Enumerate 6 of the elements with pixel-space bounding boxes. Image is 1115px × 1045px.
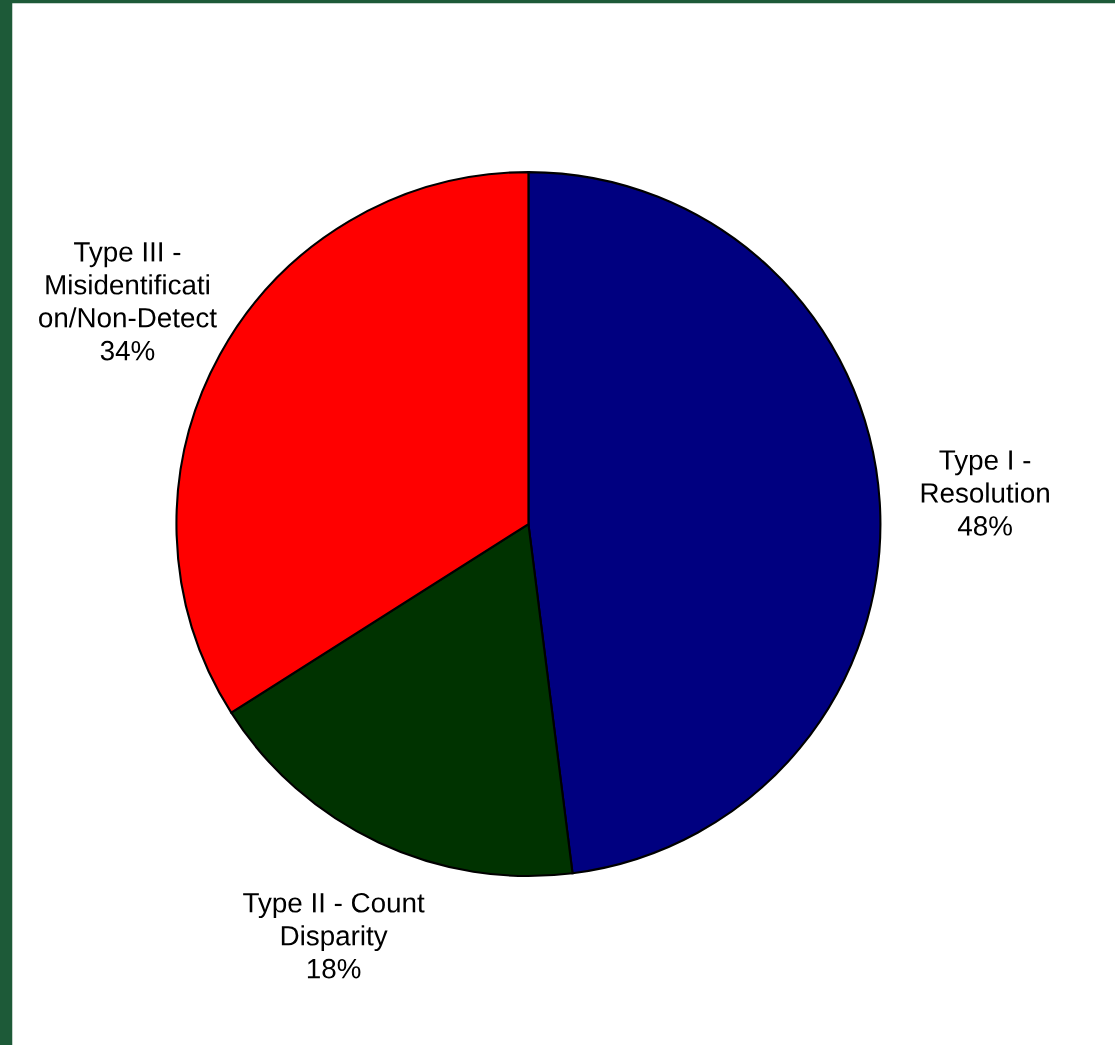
data-label: 34%: [100, 340, 155, 361]
data-label: 18%: [307, 958, 361, 979]
slice-label: Type III - Misidentificati on/Non-Detect: [39, 242, 217, 328]
slice-label: Type II - Count Disparity: [243, 892, 425, 952]
data-label: 48%: [957, 516, 1012, 536]
slice-label: Type I - Resolution: [921, 450, 1049, 503]
